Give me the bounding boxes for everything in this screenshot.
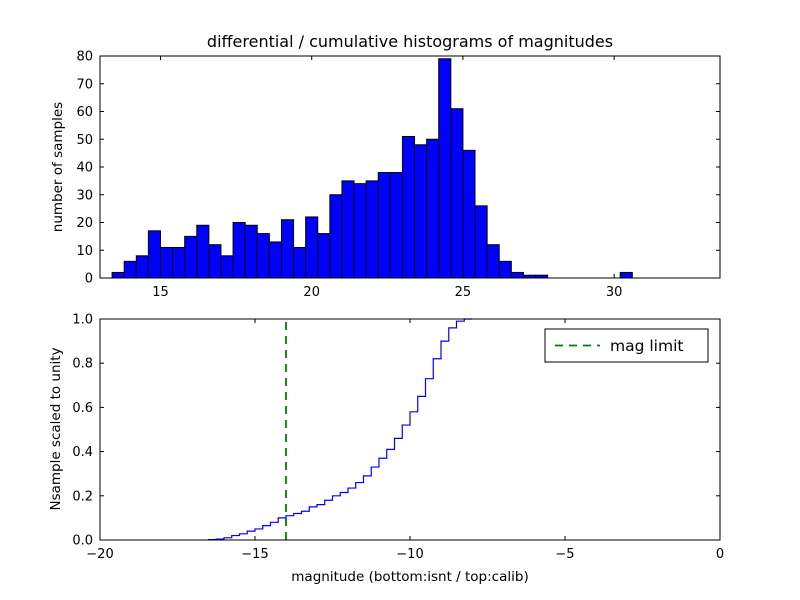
x-tick-label: 30 <box>606 285 623 300</box>
histogram-bar <box>232 222 246 279</box>
top-histogram-plot: 15 20 25 30 0 10 20 30 40 50 60 70 80 <box>76 50 721 300</box>
y-tick-label: 40 <box>76 161 93 176</box>
y-tick-label: 20 <box>76 216 93 231</box>
histogram-bar <box>401 135 416 279</box>
x-tick-label: −5 <box>555 547 574 562</box>
x-tick-label: 15 <box>152 285 169 300</box>
histogram-bar <box>474 205 488 279</box>
y-tick-label: 0.8 <box>72 357 93 372</box>
y-tick-label: 80 <box>76 50 93 65</box>
histogram-bar <box>317 233 331 279</box>
histogram-bar <box>220 255 234 279</box>
x-tick-label: 0 <box>716 547 724 562</box>
x-tick-label: −15 <box>241 547 268 562</box>
legend: mag limit <box>544 328 709 363</box>
histogram-bar <box>208 244 222 279</box>
y-tick-label: 10 <box>76 244 93 259</box>
histogram-bar <box>329 194 343 279</box>
bottom-y-axis-label: Nsample scaled to unity <box>48 347 64 510</box>
legend-label: mag limit <box>610 337 683 355</box>
histogram-bar <box>256 233 270 279</box>
y-tick-label: 0.4 <box>72 445 93 460</box>
histogram-bar <box>341 180 355 279</box>
histogram-bar <box>135 255 149 279</box>
y-tick-label: 0.6 <box>72 401 93 416</box>
x-tick-label: −20 <box>86 547 113 562</box>
y-tick-label: 0.2 <box>72 489 93 504</box>
histogram-bar <box>305 216 319 279</box>
histogram-bar <box>498 260 512 279</box>
y-tick-label: 50 <box>76 133 93 148</box>
histogram-bar <box>377 172 391 279</box>
histogram-bar <box>438 58 452 279</box>
cumulative-step-line <box>207 318 472 541</box>
top-y-axis-label: number of samples <box>50 102 66 232</box>
histogram-bar <box>353 183 367 279</box>
histogram-bar <box>414 144 428 279</box>
histogram-bar <box>123 260 137 279</box>
histogram-bar <box>147 230 161 279</box>
histogram-bar <box>280 219 295 279</box>
x-tick-label: 20 <box>303 285 320 300</box>
x-tick-label: −10 <box>396 547 423 562</box>
histogram-bar <box>159 246 174 279</box>
figure-title: differential / cumulative histograms of … <box>207 32 613 51</box>
y-tick-label: 70 <box>76 77 93 92</box>
histogram-bar <box>486 244 500 279</box>
histogram-bar <box>462 149 476 279</box>
histogram-bar <box>111 271 125 279</box>
bottom-cumulative-plot: −20 −15 −10 −5 0 0.0 0.2 0.4 0.6 0.8 1.0 <box>72 313 724 563</box>
y-tick-label: 1.0 <box>72 313 93 328</box>
bottom-x-axis-label: magnitude (bottom:isnt / top:calib) <box>291 569 528 585</box>
histogram-bar <box>184 235 198 279</box>
y-tick-label: 0 <box>85 272 93 287</box>
histogram-bar <box>619 271 633 279</box>
histogram-bar <box>268 241 282 279</box>
histogram-bar <box>365 180 379 279</box>
histogram-bar <box>426 138 440 279</box>
histogram-bar <box>196 224 210 279</box>
histogram-bar <box>293 246 307 279</box>
y-tick-label: 0.0 <box>72 534 93 549</box>
histogram-bar <box>172 246 186 279</box>
histogram-bar <box>389 172 403 279</box>
y-tick-label: 60 <box>76 105 93 120</box>
histogram-bar <box>450 108 464 279</box>
histogram-bar <box>510 271 524 279</box>
x-tick-label: 25 <box>455 285 472 300</box>
y-tick-label: 30 <box>76 188 93 203</box>
histogram-bar <box>244 224 258 279</box>
